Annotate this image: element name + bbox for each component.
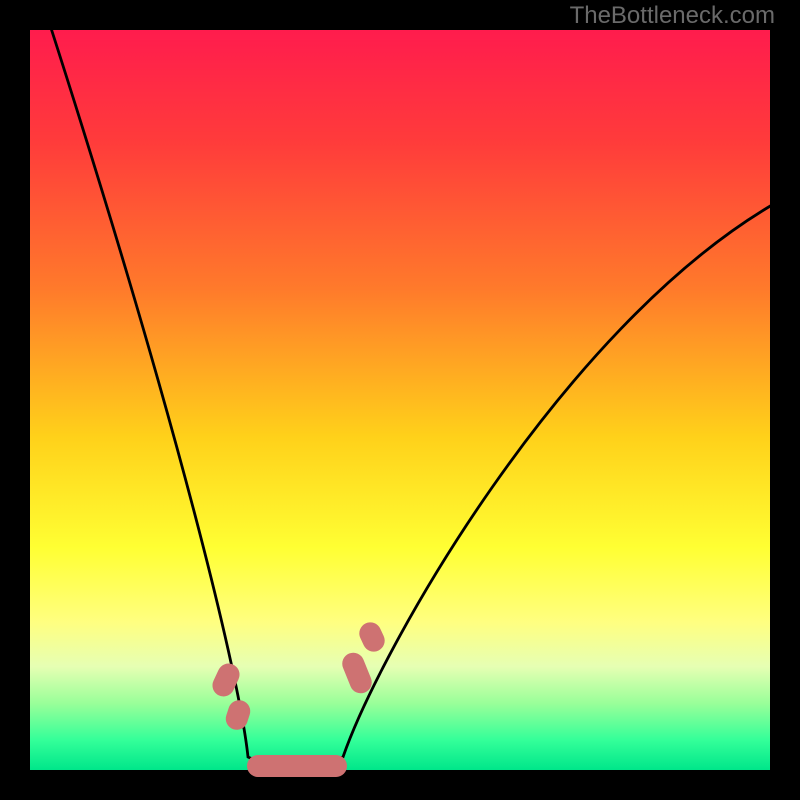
chart-stage: TheBottleneck.com <box>0 0 800 800</box>
plot-gradient-background <box>30 30 770 770</box>
curve-marker-floor <box>247 755 347 777</box>
watermark-text: TheBottleneck.com <box>570 2 775 30</box>
